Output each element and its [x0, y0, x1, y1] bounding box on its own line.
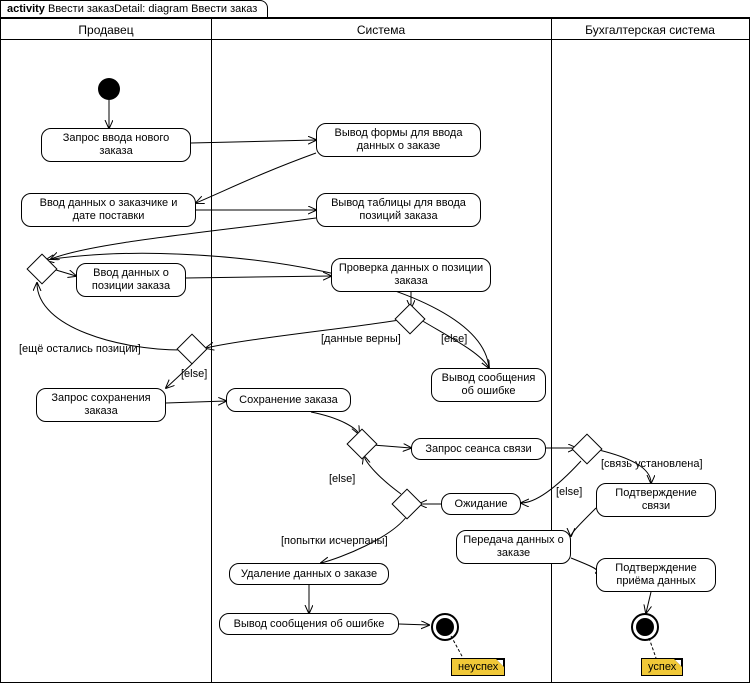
diagram-tab: activity Ввести заказDetail: diagram Вве… — [0, 0, 268, 17]
activity-node: Ожидание — [441, 493, 521, 515]
activity-node: Подтверждение связи — [596, 483, 716, 517]
lane-header-seller: Продавец — [1, 18, 211, 40]
activity-node: Запрос сохранения заказа — [36, 388, 166, 422]
activity-node: Вывод формы для ввода данных о заказе — [316, 123, 481, 157]
lane-separator — [211, 18, 212, 682]
lane-separator — [551, 18, 552, 682]
activity-node: Запрос сеанса связи — [411, 438, 546, 460]
guard-label: [данные верны] — [321, 333, 401, 345]
guard-label: [связь установлена] — [601, 458, 703, 470]
guard-label: [ещё остались позиции] — [19, 343, 141, 355]
activity-node: Запрос ввода нового заказа — [41, 128, 191, 162]
activity-node: Ввод данных о позиции заказа — [76, 263, 186, 297]
activity-node: Вывод сообщения об ошибке — [431, 368, 546, 402]
decision-node — [394, 303, 425, 334]
activity-node: Сохранение заказа — [226, 388, 351, 412]
activity-node: Вывод таблицы для ввода позиций заказа — [316, 193, 481, 227]
guard-label: [else] — [329, 473, 355, 485]
guard-label: [else] — [556, 486, 582, 498]
start-node — [98, 78, 120, 100]
note: неуспех — [451, 658, 505, 676]
final-node — [431, 613, 459, 641]
guard-label: [else] — [181, 368, 207, 380]
tab-prefix: activity — [7, 3, 45, 15]
activity-node: Подтверждение приёма данных — [596, 558, 716, 592]
diagram-frame: Продавец Система Бухгалтерская система — [0, 17, 750, 683]
activity-node: Передача данных о заказе — [456, 530, 571, 564]
decision-node — [571, 433, 602, 464]
decision-node — [391, 488, 422, 519]
decision-node — [26, 253, 57, 284]
activity-node: Проверка данных о позиции заказа — [331, 258, 491, 292]
tab-title: Ввести заказDetail: diagram Ввести заказ — [45, 3, 257, 15]
lane-header-system: Система — [211, 18, 551, 40]
guard-label: [попытки исчерпаны] — [281, 535, 388, 547]
activity-node: Вывод сообщения об ошибке — [219, 613, 399, 635]
guard-label: [else] — [441, 333, 467, 345]
activity-node: Ввод данных о заказчике и дате поставки — [21, 193, 196, 227]
decision-node — [176, 333, 207, 364]
activity-node: Удаление данных о заказе — [229, 563, 389, 585]
final-node — [631, 613, 659, 641]
note: успех — [641, 658, 683, 676]
decision-node — [346, 428, 377, 459]
lane-header-accounting: Бухгалтерская система — [551, 18, 749, 40]
